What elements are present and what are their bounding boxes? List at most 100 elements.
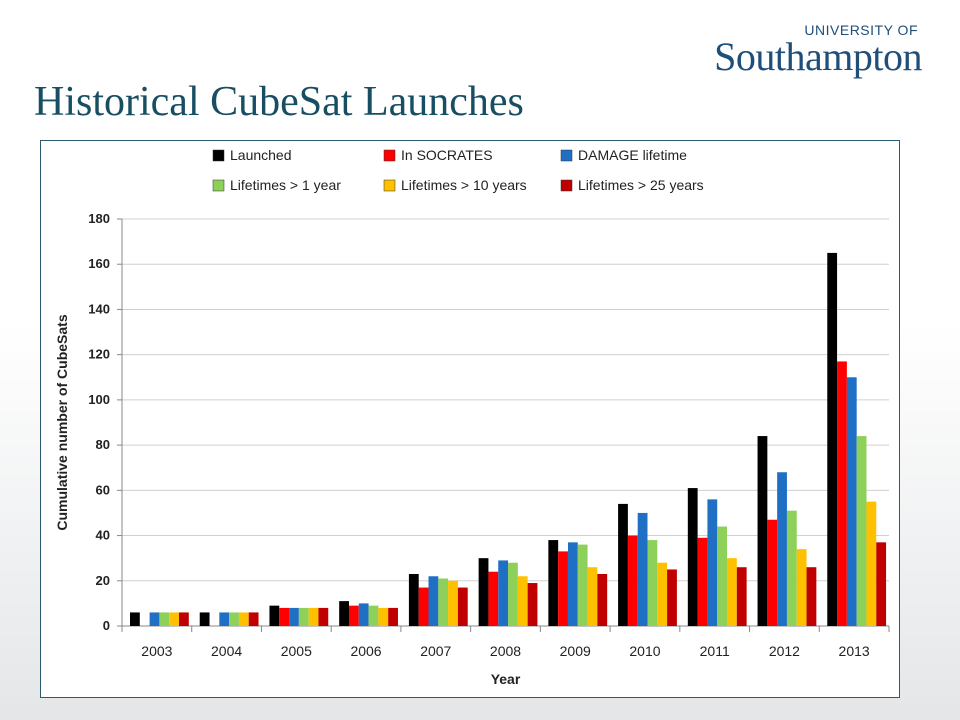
bar [587, 567, 598, 626]
y-tick-label: 160 [88, 256, 110, 271]
bar [289, 607, 299, 626]
bar [448, 580, 458, 626]
y-axis-title: Cumulative number of CubeSats [54, 314, 70, 530]
x-tick-label: 2004 [211, 643, 242, 659]
bar [717, 526, 728, 626]
bar [368, 605, 379, 626]
bar [667, 569, 677, 626]
bar [428, 576, 439, 626]
bar [846, 377, 857, 626]
bar [527, 583, 538, 626]
bar [786, 510, 797, 626]
bar [647, 540, 658, 626]
bar [548, 540, 559, 626]
legend-label: Lifetimes > 25 years [578, 177, 704, 193]
x-tick-label: 2006 [350, 643, 381, 659]
legend-swatch [560, 179, 573, 192]
legend-swatch [383, 179, 396, 192]
legend-swatch [212, 149, 225, 162]
bar [318, 607, 329, 626]
legend-label: DAMAGE lifetime [578, 147, 687, 163]
bar [478, 558, 489, 626]
bar [767, 519, 778, 626]
x-tick-label: 2009 [560, 643, 591, 659]
y-tick-label: 180 [88, 211, 110, 226]
bar [697, 537, 708, 626]
bar [796, 549, 807, 626]
bar [597, 573, 608, 626]
legend-swatch [212, 179, 225, 192]
x-tick-label: 2012 [769, 643, 800, 659]
bar [339, 601, 349, 626]
y-tick-label: 120 [88, 347, 110, 362]
bar [707, 499, 718, 626]
y-tick-label: 0 [103, 618, 110, 633]
bar [159, 612, 170, 626]
bar [558, 551, 568, 626]
legend-label: Launched [230, 147, 292, 163]
bar [348, 605, 359, 626]
bar [229, 612, 239, 626]
bar [388, 607, 398, 626]
bar [179, 612, 189, 626]
bar [627, 535, 638, 626]
y-tick-label: 40 [96, 528, 110, 543]
bar [149, 612, 160, 626]
bar [130, 612, 140, 626]
x-tick-label: 2003 [141, 643, 172, 659]
bar [378, 607, 389, 626]
bar [269, 605, 280, 626]
bar [736, 567, 747, 626]
bar [169, 612, 179, 626]
bar [308, 607, 319, 626]
bar [457, 587, 468, 626]
bar [876, 542, 887, 626]
bar [488, 571, 499, 626]
logo-main-text: Southampton [714, 34, 922, 79]
x-tick-label: 2013 [839, 643, 870, 659]
bar [618, 503, 628, 626]
legend-swatch [383, 149, 396, 162]
bar [358, 603, 369, 626]
bar [806, 567, 817, 626]
bar [687, 488, 698, 626]
bar [837, 361, 847, 626]
y-tick-label: 100 [88, 392, 110, 407]
y-tick-label: 80 [96, 437, 110, 452]
bar [856, 436, 867, 626]
bar [657, 562, 668, 626]
x-tick-label: 2010 [629, 643, 660, 659]
slide-title: Historical CubeSat Launches [34, 79, 524, 125]
bar [418, 587, 429, 626]
legend-label: Lifetimes > 1 year [230, 177, 341, 193]
bar [866, 501, 877, 626]
bar [637, 512, 648, 626]
legend-label: Lifetimes > 10 years [401, 177, 527, 193]
bar [279, 607, 290, 626]
x-tick-label: 2011 [700, 643, 730, 659]
bar [508, 562, 518, 626]
legend-label: In SOCRATES [401, 147, 493, 163]
logo-top-text: UNIVERSITY OF [804, 22, 918, 38]
bar [517, 576, 528, 626]
bar [777, 472, 787, 626]
y-tick-label: 20 [96, 573, 110, 588]
bar [567, 542, 578, 626]
bar [438, 578, 449, 626]
legend-swatch [560, 149, 573, 162]
bar [408, 573, 419, 626]
x-tick-label: 2005 [281, 643, 312, 659]
bar [238, 612, 249, 626]
x-axis-title: Year [491, 671, 521, 687]
x-tick-label: 2008 [490, 643, 521, 659]
bar [248, 612, 259, 626]
chart-frame: 0 20 40 60 80 100 120 140 160 180 2003 2004 2005 2006… [40, 140, 900, 698]
university-logo: UNIVERSITY OF Southampton [714, 22, 922, 79]
bar [199, 612, 210, 626]
y-tick-label: 140 [88, 301, 110, 316]
bar [827, 252, 838, 626]
y-tick-label: 60 [96, 482, 110, 497]
bar [498, 560, 509, 626]
bar-chart: 0 20 40 60 80 100 120 140 160 180 2003 2004 2005 2006… [54, 147, 890, 687]
x-tick-label: 2007 [420, 643, 451, 659]
